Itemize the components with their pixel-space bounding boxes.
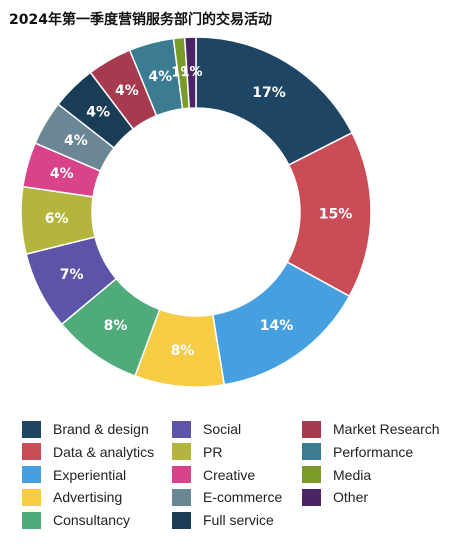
data-label-full-service: 4% [86, 105, 110, 121]
legend-item-performance: Performance [302, 441, 413, 463]
legend-label: Media [333, 466, 372, 483]
legend-swatch [22, 511, 41, 529]
data-label-data-analytics: 15% [319, 206, 353, 222]
legend-label: Market Research [333, 421, 440, 437]
legend-label: Advertising [53, 489, 123, 506]
data-label-other: 1% [180, 65, 202, 80]
data-label-advertising: 8% [171, 343, 195, 359]
data-label-e-commerce: 4% [64, 133, 88, 149]
legend-label: Creative [203, 466, 256, 483]
legend-swatch [172, 466, 191, 484]
donut-chart: 17%15%14%8%8%7%6%4%4%4%4%4% 1%1% [20, 36, 372, 388]
legend-item-consultancy: Consultancy [22, 509, 130, 531]
legend-label: E-commerce [203, 489, 283, 506]
legend-item-brand-design: Brand & design [22, 418, 149, 440]
legend-swatch [22, 488, 41, 506]
legend-swatch [22, 420, 41, 438]
legend-item-e-commerce: E-commerce [172, 486, 282, 508]
legend-item-full-service: Full service [172, 509, 274, 531]
data-label-brand-design: 17% [252, 85, 286, 101]
legend: Brand & design Data & analytics Experienti… [22, 418, 452, 543]
legend-label: PR [203, 443, 223, 460]
data-label-creative: 4% [50, 166, 74, 182]
legend-label: Performance [333, 443, 414, 460]
legend-swatch [302, 443, 321, 461]
legend-item-media: Media [302, 464, 371, 486]
legend-swatch [172, 443, 191, 461]
legend-label: Brand & design [53, 421, 149, 437]
legend-label: Experiential [53, 466, 127, 483]
legend-swatch [302, 420, 321, 438]
legend-item-pr: PR [172, 441, 222, 463]
legend-label: Consultancy [53, 512, 131, 529]
slice-other [183, 36, 197, 110]
legend-item-advertising: Advertising [22, 486, 122, 508]
data-label-experiential: 14% [260, 318, 294, 334]
legend-swatch [172, 488, 191, 506]
legend-item-data-analytics: Data & analytics [22, 441, 154, 463]
legend-swatch [172, 420, 191, 438]
legend-label: Social [203, 421, 242, 437]
legend-item-experiential: Experiential [22, 464, 126, 486]
data-label-consultancy: 8% [104, 318, 128, 334]
legend-item-creative: Creative [172, 464, 255, 486]
legend-label: Full service [203, 512, 274, 529]
chart-title: 2024年第一季度营销服务部门的交易活动 [9, 12, 272, 28]
legend-item-social: Social [172, 418, 241, 440]
legend-swatch [22, 466, 41, 484]
legend-item-market-research: Market Research [302, 418, 440, 440]
legend-swatch [302, 466, 321, 484]
legend-label: Other [333, 489, 369, 506]
data-label-performance: 4% [148, 69, 172, 85]
legend-swatch [172, 511, 191, 529]
legend-item-other: Other [302, 486, 368, 508]
data-label-pr: 6% [45, 211, 69, 227]
legend-swatch [22, 443, 41, 461]
data-label-social: 7% [60, 267, 84, 283]
legend-swatch [302, 488, 321, 506]
legend-label: Data & analytics [53, 443, 155, 460]
data-label-market-research: 4% [115, 83, 139, 99]
